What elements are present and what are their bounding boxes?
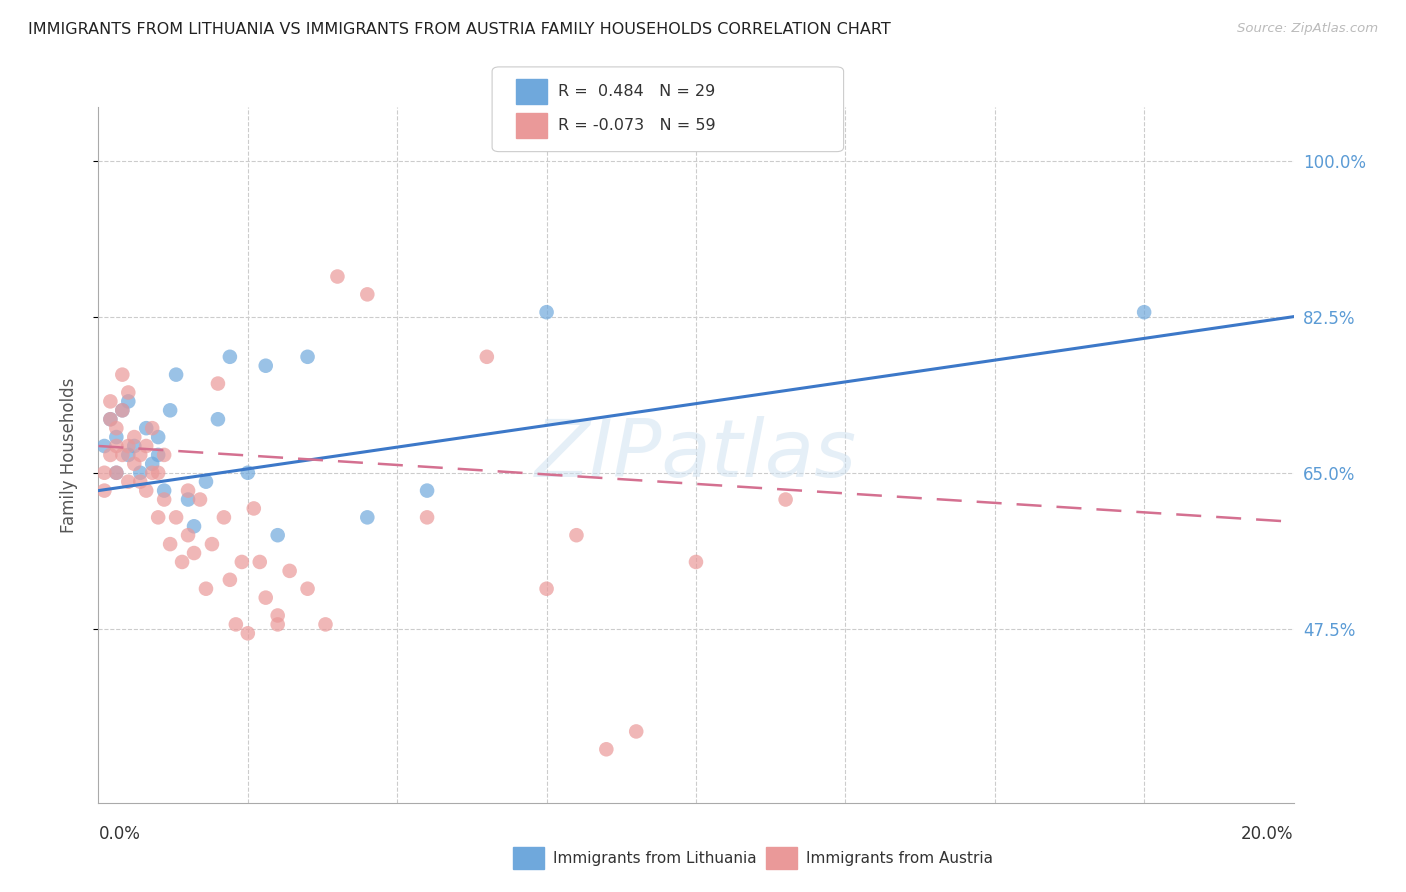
Point — [297, 350, 319, 364]
Text: IMMIGRANTS FROM LITHUANIA VS IMMIGRANTS FROM AUSTRIA FAMILY HOUSEHOLDS CORRELATI: IMMIGRANTS FROM LITHUANIA VS IMMIGRANTS … — [28, 22, 891, 37]
Point — [685, 555, 707, 569]
Point — [195, 582, 218, 596]
Point — [267, 617, 290, 632]
Point — [153, 492, 176, 507]
Text: Source: ZipAtlas.com: Source: ZipAtlas.com — [1237, 22, 1378, 36]
Point — [326, 269, 349, 284]
Point — [231, 555, 253, 569]
Point — [117, 448, 139, 462]
Text: ZIPatlas: ZIPatlas — [534, 416, 858, 494]
Point — [93, 466, 115, 480]
Point — [249, 555, 271, 569]
Point — [183, 519, 205, 533]
Point — [278, 564, 301, 578]
Point — [236, 466, 259, 480]
Point — [148, 448, 170, 462]
Point — [105, 439, 128, 453]
Text: 20.0%: 20.0% — [1241, 825, 1294, 843]
Point — [148, 510, 170, 524]
Point — [111, 403, 134, 417]
Point — [124, 457, 146, 471]
Point — [183, 546, 205, 560]
Point — [105, 430, 128, 444]
Point — [124, 439, 146, 453]
Point — [219, 573, 242, 587]
Point — [135, 421, 157, 435]
Point — [141, 457, 163, 471]
Point — [117, 475, 139, 489]
Point — [141, 466, 163, 480]
Point — [117, 394, 139, 409]
Point — [1133, 305, 1156, 319]
Point — [315, 617, 337, 632]
Point — [195, 475, 218, 489]
Point — [207, 412, 229, 426]
Point — [267, 608, 290, 623]
Point — [243, 501, 266, 516]
Point — [775, 492, 797, 507]
Text: R =  0.484   N = 29: R = 0.484 N = 29 — [558, 84, 716, 99]
Point — [117, 385, 139, 400]
Point — [111, 368, 134, 382]
Point — [111, 448, 134, 462]
Point — [595, 742, 617, 756]
Point — [117, 439, 139, 453]
Point — [416, 510, 439, 524]
Point — [201, 537, 224, 551]
Point — [129, 448, 152, 462]
Point — [159, 403, 181, 417]
Point — [188, 492, 211, 507]
Point — [565, 528, 588, 542]
Point — [93, 439, 115, 453]
Text: R = -0.073   N = 59: R = -0.073 N = 59 — [558, 118, 716, 133]
Point — [100, 412, 122, 426]
Text: Immigrants from Lithuania: Immigrants from Lithuania — [553, 851, 756, 865]
Point — [236, 626, 259, 640]
Point — [100, 394, 122, 409]
Point — [219, 350, 242, 364]
Point — [165, 368, 187, 382]
Point — [177, 528, 200, 542]
Point — [153, 448, 176, 462]
Point — [135, 439, 157, 453]
Point — [254, 359, 277, 373]
Point — [297, 582, 319, 596]
Point — [105, 466, 128, 480]
Y-axis label: Family Households: Family Households — [59, 377, 77, 533]
Point — [254, 591, 277, 605]
Point — [129, 466, 152, 480]
Point — [626, 724, 648, 739]
Point — [356, 287, 378, 301]
Point — [207, 376, 229, 391]
Point — [124, 430, 146, 444]
Point — [356, 510, 378, 524]
Point — [172, 555, 194, 569]
Point — [536, 582, 558, 596]
Point — [475, 350, 498, 364]
Text: Immigrants from Austria: Immigrants from Austria — [806, 851, 993, 865]
Point — [93, 483, 115, 498]
Point — [105, 421, 128, 435]
Point — [141, 421, 163, 435]
Point — [153, 483, 176, 498]
Point — [100, 412, 122, 426]
Point — [111, 403, 134, 417]
Point — [225, 617, 247, 632]
Point — [148, 430, 170, 444]
Point — [135, 483, 157, 498]
Point — [536, 305, 558, 319]
Point — [416, 483, 439, 498]
Point — [177, 492, 200, 507]
Point — [212, 510, 235, 524]
Point — [267, 528, 290, 542]
Point — [148, 466, 170, 480]
Point — [165, 510, 187, 524]
Point — [105, 466, 128, 480]
Point — [100, 448, 122, 462]
Point — [159, 537, 181, 551]
Point — [177, 483, 200, 498]
Text: 0.0%: 0.0% — [98, 825, 141, 843]
Point — [129, 475, 152, 489]
